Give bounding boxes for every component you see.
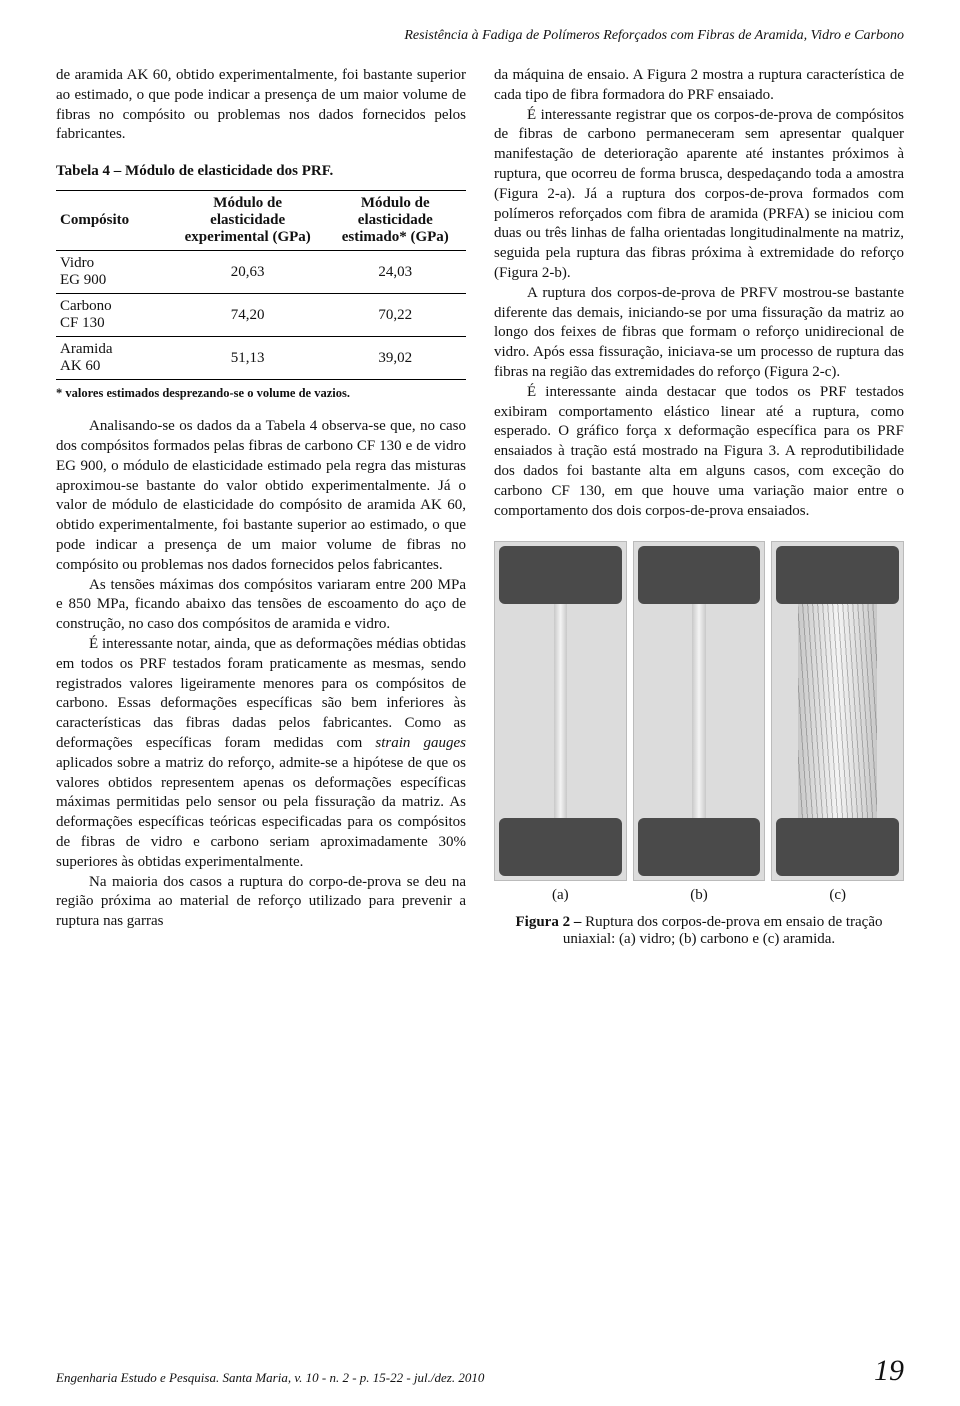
table-row: Carbono CF 130 74,20 70,22 xyxy=(56,294,466,337)
figure-sublabel: (a) xyxy=(494,887,627,904)
figure-2b-photo xyxy=(633,541,766,881)
body-paragraph: de aramida AK 60, obtido experimentalmen… xyxy=(56,66,466,145)
table-row: Vidro EG 900 20,63 24,03 xyxy=(56,251,466,294)
table-header-cell: Módulo de elasticidade experimental (GPa… xyxy=(171,191,325,251)
cell-line: EG 900 xyxy=(60,272,106,288)
column-right: da máquina de ensaio. A Figura 2 mostra … xyxy=(494,66,904,948)
page-footer: Engenharia Estudo e Pesquisa. Santa Mari… xyxy=(56,1356,904,1386)
page-number: 19 xyxy=(874,1356,904,1386)
table-cell: 51,13 xyxy=(171,337,325,380)
table-cell: Aramida AK 60 xyxy=(56,337,171,380)
figure-2-images xyxy=(494,541,904,881)
figure-sublabel: (b) xyxy=(633,887,766,904)
body-paragraph: da máquina de ensaio. A Figura 2 mostra … xyxy=(494,66,904,106)
figure-2: (a) (b) (c) Figura 2 – Ruptura dos corpo… xyxy=(494,541,904,948)
paragraph-text: aplicados sobre a matriz do reforço, adm… xyxy=(56,755,466,870)
page: Resistência à Fadiga de Polímeros Reforç… xyxy=(0,0,960,1406)
body-paragraph: A ruptura dos corpos-de-prova de PRFV mo… xyxy=(494,284,904,383)
table-cell: Vidro EG 900 xyxy=(56,251,171,294)
paragraph-text: É interessante notar, ainda, que as defo… xyxy=(56,636,466,751)
two-column-layout: de aramida AK 60, obtido experimentalmen… xyxy=(56,66,904,948)
figure-caption-text: Ruptura dos corpos-de-prova em ensaio de… xyxy=(563,914,883,947)
table-header-cell: Módulo de elasticidade estimado* (GPa) xyxy=(325,191,466,251)
table-cell: 70,22 xyxy=(325,294,466,337)
figure-caption-lead: Figura 2 – xyxy=(516,914,582,930)
grip-icon xyxy=(638,546,761,604)
body-paragraph: É interessante registrar que os corpos-d… xyxy=(494,106,904,284)
grip-icon xyxy=(776,818,899,876)
table-caption-text: Módulo de elasticidade dos PRF. xyxy=(125,163,333,180)
body-paragraph: As tensões máximas dos compósitos variar… xyxy=(56,576,466,635)
table-cell: 20,63 xyxy=(171,251,325,294)
grip-icon xyxy=(638,818,761,876)
column-left: de aramida AK 60, obtido experimentalmen… xyxy=(56,66,466,948)
specimen-frayed-icon xyxy=(798,604,876,818)
cell-line: Aramida xyxy=(60,341,112,357)
table-cell: 24,03 xyxy=(325,251,466,294)
cell-line: Vidro xyxy=(60,255,94,271)
cell-line: Carbono xyxy=(60,298,112,314)
table-header-cell: Compósito xyxy=(56,191,171,251)
table-cell: Carbono CF 130 xyxy=(56,294,171,337)
figure-2c-photo xyxy=(771,541,904,881)
table-4-caption: Tabela 4 – Módulo de elasticidade dos PR… xyxy=(56,163,466,180)
cell-line: CF 130 xyxy=(60,315,105,331)
figure-2a-photo xyxy=(494,541,627,881)
body-paragraph: É interessante notar, ainda, que as defo… xyxy=(56,635,466,873)
table-cell: 74,20 xyxy=(171,294,325,337)
grip-icon xyxy=(776,546,899,604)
table-cell: 39,02 xyxy=(325,337,466,380)
table-header-row: Compósito Módulo de elasticidade experim… xyxy=(56,191,466,251)
specimen-icon xyxy=(554,604,567,818)
footer-citation: Engenharia Estudo e Pesquisa. Santa Mari… xyxy=(56,1370,484,1386)
body-paragraph: Analisando-se os dados da a Tabela 4 obs… xyxy=(56,417,466,575)
specimen-icon xyxy=(692,604,705,818)
body-paragraph: Na maioria dos casos a ruptura do corpo-… xyxy=(56,873,466,932)
table-4-footnote: * valores estimados desprezando-se o vol… xyxy=(56,386,466,401)
running-head: Resistência à Fadiga de Polímeros Reforç… xyxy=(56,28,904,44)
table-row: Aramida AK 60 51,13 39,02 xyxy=(56,337,466,380)
figure-sublabel: (c) xyxy=(771,887,904,904)
grip-icon xyxy=(499,546,622,604)
figure-2-caption: Figura 2 – Ruptura dos corpos-de-prova e… xyxy=(494,914,904,948)
table-caption-lead: Tabela 4 – xyxy=(56,163,121,180)
body-paragraph: É interessante ainda destacar que todos … xyxy=(494,383,904,522)
table-4: Compósito Módulo de elasticidade experim… xyxy=(56,190,466,380)
italic-term: strain gauges xyxy=(375,735,466,751)
figure-2-sublabels: (a) (b) (c) xyxy=(494,887,904,904)
grip-icon xyxy=(499,818,622,876)
cell-line: AK 60 xyxy=(60,358,100,374)
